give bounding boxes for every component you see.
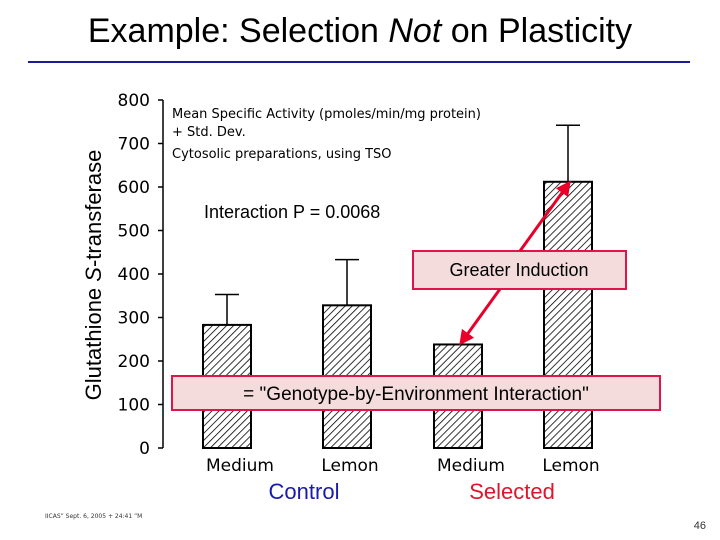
y-tick-label: 700 <box>118 135 150 155</box>
legend-line-1: Mean Specific Activity (pmoles/min/mg pr… <box>172 107 481 122</box>
group-label-control: Control <box>269 479 340 504</box>
y-tick-label: 500 <box>118 222 150 242</box>
legend-line-3: Cytosolic preparations, using TSO <box>172 147 392 162</box>
x-tick-label: Medium <box>206 456 274 476</box>
footer-note: IICAS” Sept. 6, 2005 + 24:41 ”M <box>45 513 143 520</box>
x-tick-label: Medium <box>437 456 505 476</box>
title-rule <box>28 61 690 63</box>
y-tick-label: 100 <box>118 396 150 416</box>
y-tick-label: 0 <box>139 439 150 459</box>
y-ticks: 0 100 200 300 400 500 600 700 800 <box>118 91 163 459</box>
y-tick-label: 300 <box>118 309 150 329</box>
interaction-annotation: Interaction P = 0.0068 <box>204 202 380 222</box>
y-axis-label: Glutathione S-transferase <box>81 150 106 401</box>
greater-induction-label: Greater Induction <box>449 260 588 280</box>
x-tick-labels: Medium Lemon Medium Lemon <box>206 456 600 476</box>
y-tick-label: 400 <box>118 265 150 285</box>
legend-note: Mean Specific Activity (pmoles/min/mg pr… <box>172 107 481 162</box>
arrow-to-selected-lemon <box>518 180 571 252</box>
x-tick-label: Lemon <box>542 456 599 476</box>
gxe-label: = "Genotype-by-Environment Interaction" <box>243 384 589 405</box>
legend-line-2: + Std. Dev. <box>172 125 246 140</box>
greater-induction-box <box>412 250 627 290</box>
y-tick-label: 600 <box>118 178 150 198</box>
group-label-selected: Selected <box>469 479 555 504</box>
gxe-box <box>171 375 661 411</box>
page-number: 46 <box>693 520 706 532</box>
y-tick-label: 800 <box>118 91 150 111</box>
arrow-to-selected-medium <box>459 288 502 346</box>
error-bars <box>215 124 580 325</box>
slide-title: Example: Selection Not on Plasticity <box>87 12 633 50</box>
x-tick-label: Lemon <box>321 456 378 476</box>
y-tick-label: 200 <box>118 352 150 372</box>
